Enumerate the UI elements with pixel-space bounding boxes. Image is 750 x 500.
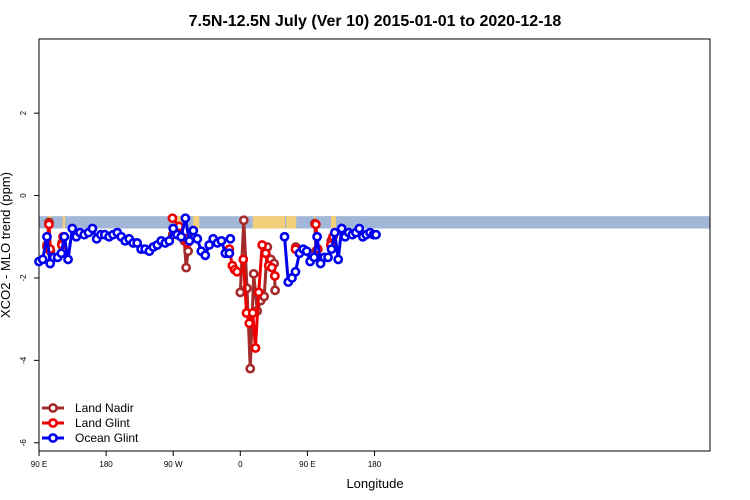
ocean-glint-point: [192, 233, 203, 244]
ocean-glint-point: [336, 223, 347, 234]
x-tick-label: 90 W: [164, 460, 183, 469]
land-glint-point: [269, 270, 280, 281]
ocean-glint-point: [312, 231, 322, 242]
land-band-segment: [273, 216, 286, 229]
y-tick-label: 0: [19, 193, 28, 198]
ocean-glint-point: [279, 231, 290, 242]
x-tick-label: 180: [99, 460, 113, 469]
ocean-glint-point: [333, 254, 344, 265]
land-glint-point: [44, 219, 54, 230]
x-axis: 90 E 180 90 W 0 90 E 180: [31, 451, 382, 469]
x-tick-label: 90 E: [31, 460, 47, 469]
land-nadir-point: [270, 285, 280, 296]
land-glint-point: [232, 266, 242, 277]
y-axis: 2 0 -2 -4 -6: [19, 110, 39, 446]
land-glint-point: [238, 254, 249, 265]
ocean-glint-point: [354, 223, 365, 234]
y-tick-label: -4: [19, 356, 28, 364]
legend-swatch-point: [48, 433, 58, 443]
ocean-glint-point: [301, 246, 312, 257]
land-glint-point: [244, 318, 255, 329]
series-layer: [34, 213, 381, 374]
land-band-segment: [193, 216, 200, 229]
ocean-glint-point: [176, 231, 187, 242]
ocean-glint-point: [216, 235, 227, 246]
x-axis-label: Longitude: [346, 476, 403, 491]
land-band-segment: [286, 216, 297, 229]
ocean-glint-point: [371, 229, 381, 240]
land-glint-point: [247, 308, 258, 318]
ocean-glint-point: [290, 266, 301, 277]
ocean-glint-point: [326, 244, 337, 255]
land-band-segment: [252, 216, 274, 229]
legend-item-ocean-glint: Ocean Glint: [42, 431, 139, 445]
land-glint-point: [253, 287, 264, 298]
ocean-glint-point: [59, 231, 70, 242]
series-ocean-glint: [34, 213, 381, 287]
ocean-glint-point: [180, 213, 191, 224]
y-tick-label: 2: [19, 110, 28, 115]
land-band-segment: [62, 216, 66, 229]
ocean-glint-point: [67, 223, 78, 234]
y-tick-label: -6: [19, 439, 28, 447]
land-glint-point: [250, 343, 261, 353]
ocean-glint-point: [42, 231, 52, 242]
legend-label: Ocean Glint: [75, 431, 139, 445]
ocean-glint-point: [225, 233, 236, 244]
ocean-glint-point: [164, 235, 175, 246]
ocean-glint-point: [224, 248, 235, 259]
legend-label: Land Nadir: [75, 401, 134, 415]
ocean-glint-point: [37, 254, 48, 265]
land-glint-point: [167, 213, 178, 224]
land-glint-point: [266, 262, 277, 273]
legend-item-land-glint: Land Glint: [42, 416, 130, 430]
ocean-glint-point: [200, 250, 211, 261]
ocean-glint-point: [63, 254, 73, 265]
x-tick-label: 0: [238, 460, 243, 469]
x-tick-label: 180: [368, 460, 382, 469]
ocean-band: [39, 216, 710, 229]
ocean-glint-point: [323, 252, 333, 263]
land-nadir-point: [181, 262, 192, 273]
ocean-glint-point: [87, 223, 98, 234]
ocean-glint-point: [329, 227, 340, 238]
ocean-glint-point: [184, 235, 195, 246]
x-tick-label: 90 E: [299, 460, 315, 469]
land-nadir-point: [245, 363, 256, 374]
legend-label: Land Glint: [75, 416, 130, 430]
land-nadir-point: [238, 215, 249, 226]
land-nadir-point: [248, 268, 259, 279]
y-axis-label: XCO2 - MLO trend (ppm): [0, 172, 13, 318]
legend-item-land-nadir: Land Nadir: [42, 401, 134, 415]
land-glint-point: [257, 240, 268, 250]
ocean-glint-point: [56, 248, 67, 259]
land-glint-point: [260, 248, 271, 259]
legend-swatch-point: [48, 403, 58, 413]
land-glint-point: [310, 219, 321, 230]
ocean-glint-point: [188, 225, 199, 236]
land-nadir-point: [183, 246, 194, 257]
land-band-segment: [331, 216, 336, 229]
legend-swatch-point: [48, 418, 58, 428]
ocean-glint-point: [309, 252, 320, 263]
y-tick-label: -2: [19, 274, 28, 282]
chart-title: 7.5N-12.5N July (Ver 10) 2015-01-01 to 2…: [189, 13, 562, 30]
ocean-land-band: [39, 216, 710, 229]
